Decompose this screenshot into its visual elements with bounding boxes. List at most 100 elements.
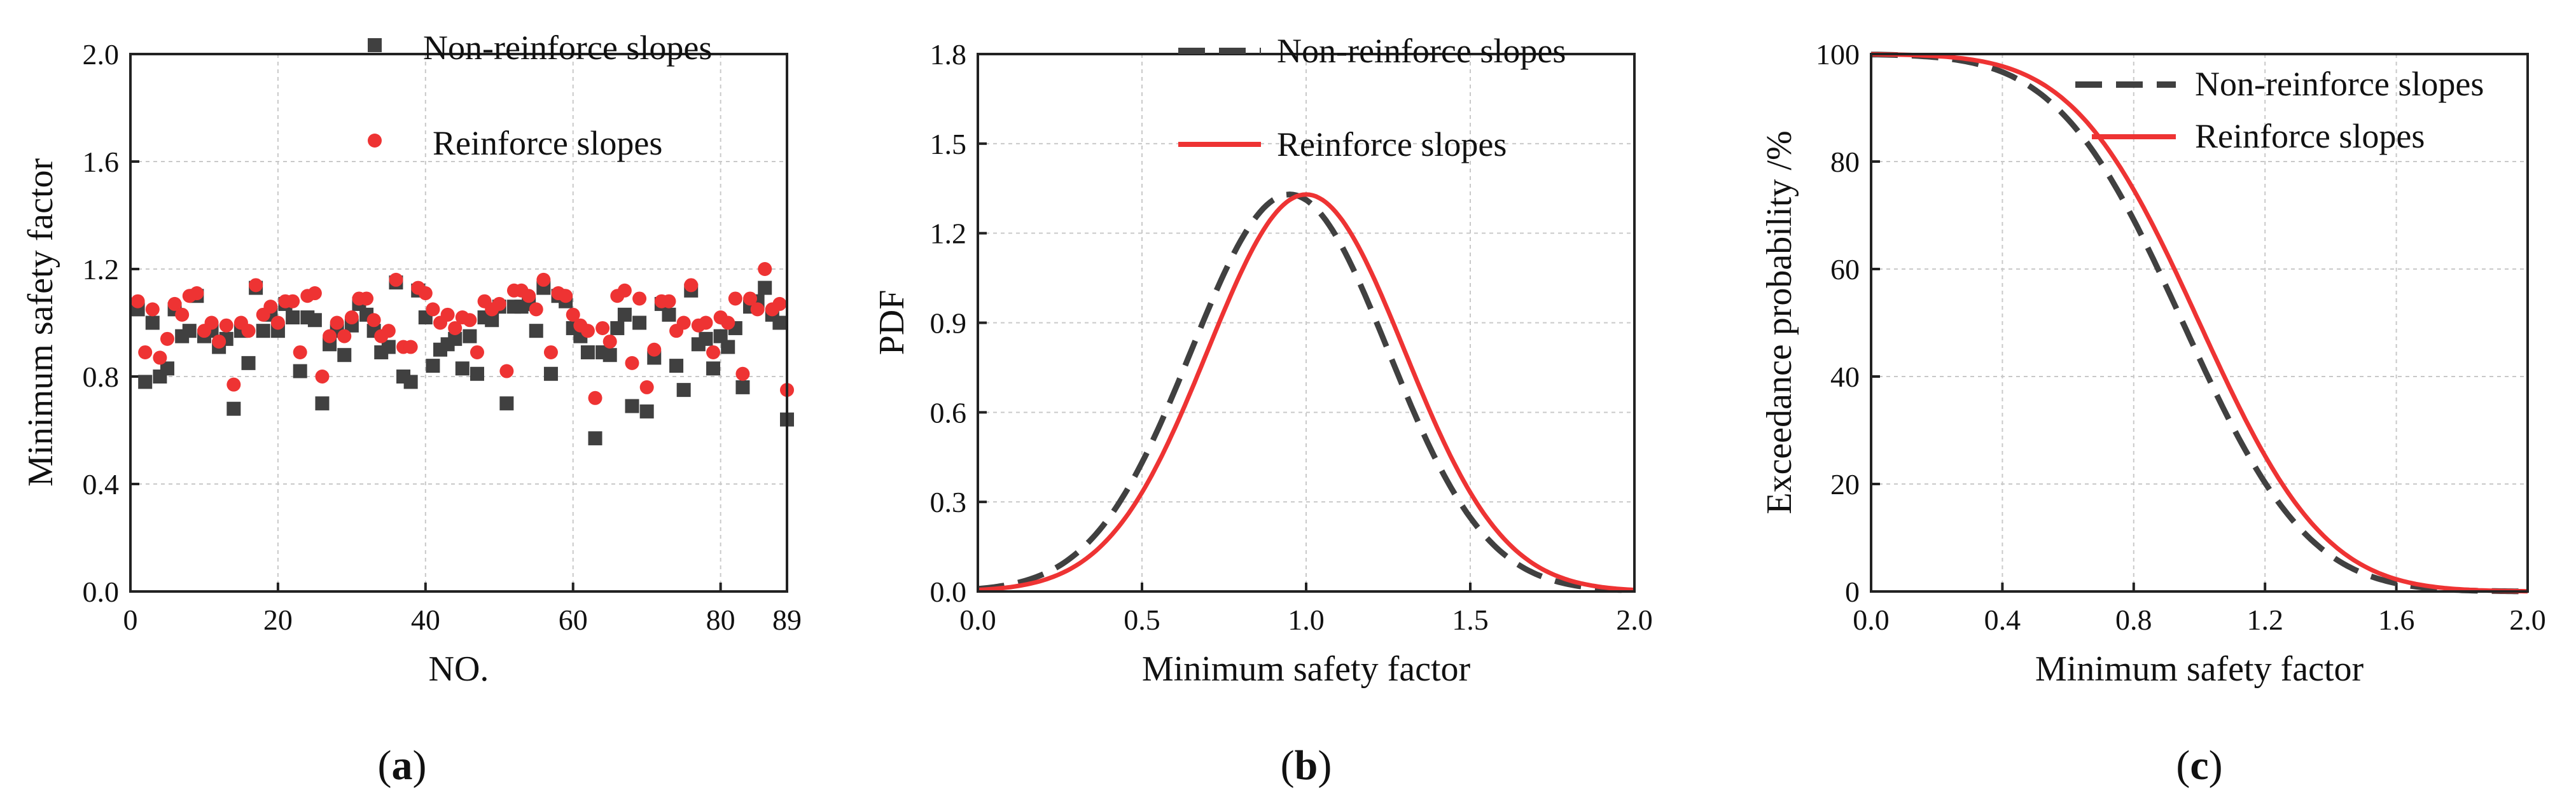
point-non-reinforce-14 <box>226 401 241 416</box>
point-reinforce-81 <box>721 315 735 330</box>
x-axis-label-b: Minimum safety factor <box>1142 649 1471 689</box>
point-reinforce-65 <box>602 335 617 349</box>
x-tick-label-b-0: 0.0 <box>959 604 996 636</box>
point-reinforce-27 <box>323 329 337 343</box>
plot-frame-a <box>129 53 788 593</box>
point-non-reinforce-62 <box>580 345 595 359</box>
point-non-reinforce-2 <box>138 375 153 389</box>
x-ticks-b: 0.0 0.5 1.0 1.5 2.0 <box>959 583 1653 636</box>
x-tick-label-c-1: 0.4 <box>1984 604 2021 636</box>
point-non-reinforce-81 <box>721 340 735 354</box>
point-reinforce-59 <box>559 289 573 303</box>
x-tick-label-a-1: 20 <box>263 604 293 636</box>
point-non-reinforce-23 <box>293 364 307 378</box>
point-reinforce-11 <box>204 315 219 330</box>
point-non-reinforce-46 <box>463 329 477 343</box>
caption-letter-c: c <box>2190 742 2208 789</box>
y-axis-label-c: Exceedance probability /% <box>1760 130 1799 514</box>
point-reinforce-55 <box>529 302 543 317</box>
point-reinforce-2 <box>138 345 153 359</box>
point-non-reinforce-22 <box>286 310 300 325</box>
point-non-reinforce-25 <box>307 313 322 328</box>
curve-non-reinforce-b <box>977 191 1635 594</box>
x-tick-label-c-3: 1.2 <box>2246 604 2283 636</box>
point-reinforce-63 <box>588 391 602 405</box>
point-non-reinforce-83 <box>735 380 750 394</box>
point-reinforce-79 <box>706 345 721 359</box>
point-non-reinforce-35 <box>381 340 396 354</box>
scatter-points-a <box>130 262 794 446</box>
point-reinforce-36 <box>389 272 403 287</box>
legend-label-non-reinforce-b: Non-reinforce slopes <box>1277 32 1566 70</box>
y-ticks-a: 0.0 0.4 0.8 1.2 1.6 2.0 <box>83 38 139 608</box>
x-tick-label-a-0: 0 <box>123 604 138 636</box>
y-tick-label-b-3: 0.9 <box>930 307 967 340</box>
point-reinforce-47 <box>470 345 484 359</box>
grid-b <box>978 54 1634 591</box>
y-tick-label-c-2: 40 <box>1830 361 1860 393</box>
point-reinforce-29 <box>337 329 352 343</box>
point-reinforce-19 <box>263 300 278 314</box>
x-tick-label-b-1: 0.5 <box>1124 604 1160 636</box>
panel-b-pdf: 0.0 0.3 0.6 0.9 1.2 1.5 1.8 0.0 0.5 1.0 1.5 2.0 Mi… <box>872 32 1653 789</box>
x-tick-label-a-5: 89 <box>772 604 802 636</box>
point-reinforce-7 <box>175 307 190 322</box>
point-non-reinforce-79 <box>706 361 721 376</box>
y-tick-label-c-0: 0 <box>1845 576 1860 608</box>
curve-reinforce-b <box>977 192 1635 593</box>
x-tick-label-c-4: 1.6 <box>2378 604 2415 636</box>
curve-reinforce-c <box>1871 52 2528 594</box>
point-reinforce-51 <box>499 364 514 378</box>
point-reinforce-4 <box>153 350 167 365</box>
y-axis-label-b: PDF <box>872 290 912 356</box>
point-non-reinforce-29 <box>337 348 352 363</box>
legend-label-reinforce-b: Reinforce slopes <box>1277 125 1507 163</box>
point-non-reinforce-73 <box>662 307 676 322</box>
point-reinforce-85 <box>750 302 765 317</box>
point-reinforce-62 <box>580 324 595 338</box>
exceedance-curves-c <box>1871 52 2528 595</box>
point-non-reinforce-65 <box>602 348 617 363</box>
x-tick-label-c-5: 2.0 <box>2509 604 2546 636</box>
point-non-reinforce-26 <box>315 396 330 411</box>
point-non-reinforce-78 <box>699 331 713 346</box>
point-reinforce-26 <box>315 370 330 384</box>
point-non-reinforce-88 <box>772 315 787 330</box>
curve-non-reinforce-c <box>1871 52 2528 595</box>
legend-label-reinforce-a: Reinforce slopes <box>433 124 662 162</box>
point-non-reinforce-68 <box>625 399 639 413</box>
point-reinforce-5 <box>160 331 174 346</box>
point-reinforce-82 <box>728 291 742 306</box>
point-reinforce-6 <box>167 296 182 311</box>
point-reinforce-78 <box>699 315 713 330</box>
x-tick-label-c-0: 0.0 <box>1853 604 1890 636</box>
x-tick-label-b-2: 1.0 <box>1288 604 1325 636</box>
y-tick-label-c-4: 80 <box>1830 146 1860 178</box>
point-non-reinforce-86 <box>758 280 772 295</box>
grid-c <box>1871 54 2528 591</box>
point-reinforce-84 <box>743 291 758 306</box>
caption-letter-b: b <box>1295 742 1318 789</box>
y-tick-label-a-5: 2.0 <box>83 38 120 71</box>
y-tick-label-a-4: 1.6 <box>83 146 120 178</box>
point-reinforce-13 <box>219 318 233 333</box>
point-reinforce-88 <box>772 296 787 311</box>
legend-label-reinforce-c: Reinforce slopes <box>2195 117 2425 155</box>
point-reinforce-50 <box>492 296 506 311</box>
legend-label-non-reinforce-a: Non-reinforce slopes <box>423 29 712 67</box>
x-axis-label-c: Minimum safety factor <box>2035 649 2364 689</box>
point-reinforce-33 <box>366 313 381 328</box>
y-tick-label-c-1: 20 <box>1830 468 1860 501</box>
point-non-reinforce-80 <box>713 329 728 343</box>
point-non-reinforce-16 <box>241 356 256 370</box>
x-tick-label-b-3: 1.5 <box>1452 604 1489 636</box>
y-tick-label-b-5: 1.5 <box>930 128 967 160</box>
legend-marker-reinforce-a <box>368 134 382 148</box>
point-reinforce-28 <box>330 315 344 330</box>
point-reinforce-14 <box>226 377 241 392</box>
point-non-reinforce-57 <box>543 366 558 381</box>
x-tick-label-a-3: 60 <box>559 604 588 636</box>
point-non-reinforce-49 <box>485 313 499 328</box>
point-non-reinforce-70 <box>639 404 654 418</box>
